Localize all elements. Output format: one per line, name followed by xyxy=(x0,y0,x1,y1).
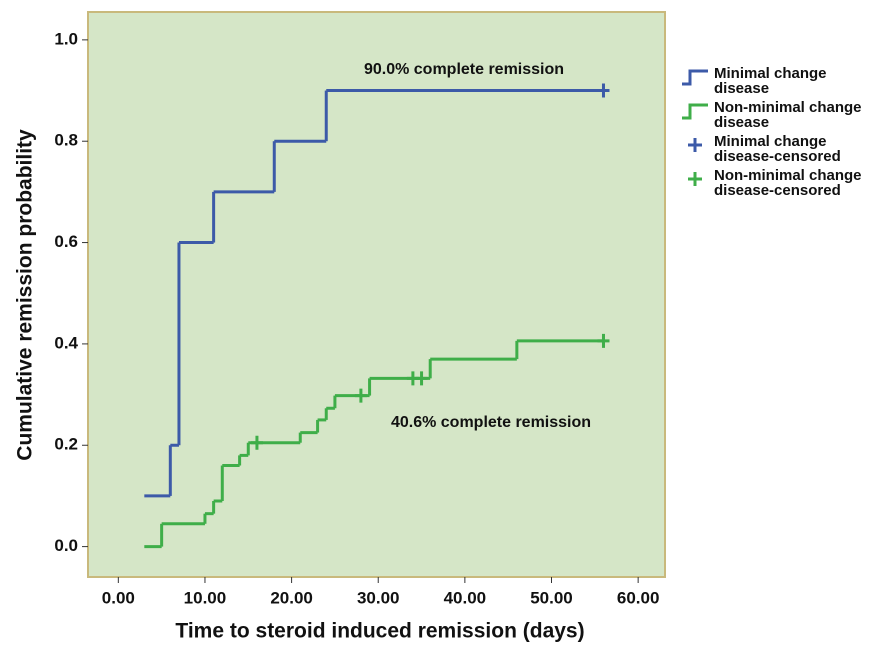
y-tick-label: 0.2 xyxy=(54,435,78,454)
y-tick-label: 0.4 xyxy=(54,333,78,352)
legend-label: Non-minimal change disease xyxy=(714,99,862,131)
y-axis-title: Cumulative remission probability xyxy=(14,129,37,461)
legend-symbol xyxy=(688,172,702,186)
legend-item: Non-minimal change disease xyxy=(676,100,876,130)
y-tick-label: 0.6 xyxy=(54,232,78,251)
legend-item: Non-minimal change disease-censored xyxy=(676,168,876,198)
legend-label: Minimal change disease xyxy=(714,65,827,97)
legend-symbol xyxy=(688,138,702,152)
y-tick-label: 1.0 xyxy=(54,29,78,48)
censor-mark xyxy=(250,435,263,450)
y-tick-label: 0.0 xyxy=(54,536,78,555)
legend-symbol xyxy=(682,69,708,86)
legend-item: Minimal change disease xyxy=(676,66,876,96)
x-tick-label: 50.00 xyxy=(530,588,573,607)
x-tick-label: 60.00 xyxy=(617,588,660,607)
y-tick-label: 0.8 xyxy=(54,131,78,150)
x-tick-label: 20.00 xyxy=(270,588,313,607)
plot-area xyxy=(87,11,666,578)
censor-mark xyxy=(597,333,610,348)
legend-label: Non-minimal change disease-censored xyxy=(714,167,862,199)
legend-icon xyxy=(688,172,702,186)
x-tick-label: 30.00 xyxy=(357,588,400,607)
legend-item: Minimal change disease-censored xyxy=(676,134,876,164)
legend-label: Minimal change disease-censored xyxy=(714,133,841,165)
legend-icon xyxy=(682,103,708,120)
x-tick-label: 40.00 xyxy=(444,588,487,607)
x-tick-label: 0.00 xyxy=(102,588,135,607)
x-axis-title: Time to steroid induced remission (days) xyxy=(175,620,584,643)
legend-symbol xyxy=(682,103,708,120)
annotation: 40.6% complete remission xyxy=(391,414,591,431)
legend: Minimal change disease Non-minimal change… xyxy=(676,66,876,202)
annotation: 90.0% complete remission xyxy=(364,61,564,78)
legend-icon xyxy=(682,69,708,86)
censor-mark xyxy=(354,388,367,403)
censor-mark xyxy=(597,83,610,98)
x-tick-label: 10.00 xyxy=(184,588,227,607)
censor-mark xyxy=(415,371,428,386)
legend-icon xyxy=(688,138,702,152)
